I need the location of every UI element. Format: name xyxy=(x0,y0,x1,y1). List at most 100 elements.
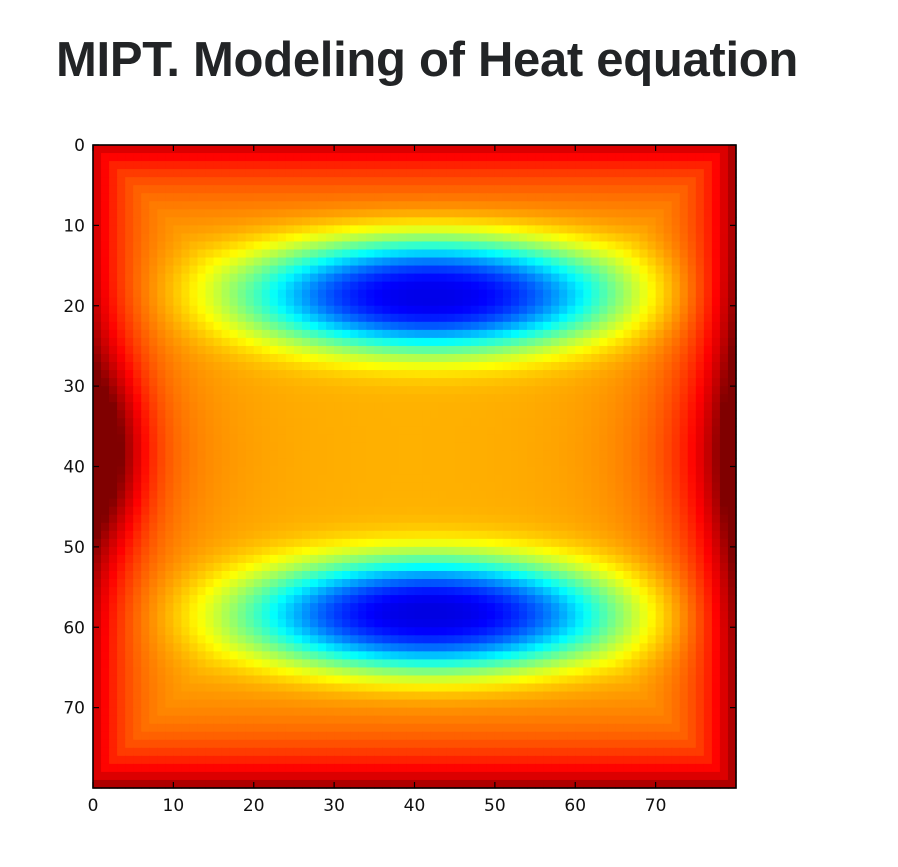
heatmap-cell xyxy=(301,273,311,283)
heatmap-cell xyxy=(189,434,199,443)
heatmap-cell xyxy=(253,418,263,427)
heatmap-cell xyxy=(711,329,721,339)
heatmap-cell xyxy=(470,273,480,283)
heatmap-cell xyxy=(205,570,215,580)
heatmap-cell xyxy=(293,450,303,460)
heatmap-cell xyxy=(615,554,625,564)
heatmap-cell xyxy=(711,538,721,548)
heatmap-cell xyxy=(695,337,705,347)
heatmap-cell xyxy=(117,370,126,379)
heatmap-cell xyxy=(623,458,633,468)
heatmap-cell xyxy=(607,538,617,548)
heatmap-cell xyxy=(318,265,327,275)
heatmap-cell xyxy=(245,362,255,371)
heatmap-cell xyxy=(711,233,721,243)
heatmap-cell xyxy=(494,603,504,612)
heatmap-cell xyxy=(165,273,174,283)
heatmap-cell xyxy=(559,209,568,218)
heatmap-cell xyxy=(125,643,134,652)
heatmap-cell xyxy=(607,418,617,427)
heatmap-cell xyxy=(390,635,400,644)
heatmap-cell xyxy=(446,595,456,604)
heatmap-cell xyxy=(165,402,174,411)
heatmap-cell xyxy=(149,458,158,468)
heatmap-cell xyxy=(213,321,223,331)
heatmap-cell xyxy=(687,482,697,492)
heatmap-cell xyxy=(189,225,199,235)
heatmap-cell xyxy=(567,225,576,235)
heatmap-cell xyxy=(446,562,456,572)
heatmap-cell xyxy=(430,241,440,251)
heatmap-cell xyxy=(181,394,191,403)
heatmap-cell xyxy=(719,546,729,556)
heatmap-cell xyxy=(318,378,327,387)
heatmap-cell xyxy=(727,265,737,275)
heatmap-cell xyxy=(623,370,633,379)
heatmap-cell xyxy=(695,241,705,251)
heatmap-cell xyxy=(125,313,134,323)
heatmap-cell xyxy=(293,579,303,588)
heatmap-cell xyxy=(663,217,673,226)
heatmap-cell xyxy=(237,530,247,540)
heatmap-cell xyxy=(382,241,391,251)
heatmap-cell xyxy=(438,241,448,251)
heatmap-cell xyxy=(269,611,279,620)
heatmap-cell xyxy=(221,201,231,210)
heatmap-cell xyxy=(502,458,512,468)
heatmap-cell xyxy=(406,297,416,307)
heatmap-cell xyxy=(671,193,681,202)
heatmap-cell xyxy=(494,297,504,307)
heatmap-cell xyxy=(422,209,432,218)
heatmap-cell xyxy=(414,225,424,235)
heatmap-cell xyxy=(165,442,174,452)
heatmap-cell xyxy=(703,579,713,588)
heatmap-cell xyxy=(687,273,697,283)
heatmap-cell xyxy=(422,185,432,194)
heatmap-cell xyxy=(462,257,472,267)
heatmap-cell xyxy=(639,619,649,628)
heatmap-cell xyxy=(221,442,231,452)
heatmap-cell xyxy=(293,562,303,572)
heatmap-cell xyxy=(454,217,464,226)
heatmap-cell xyxy=(551,217,560,226)
heatmap-cell xyxy=(671,257,681,267)
heatmap-cell xyxy=(575,635,584,644)
heatmap-cell xyxy=(551,482,560,492)
heatmap-cell xyxy=(366,337,375,347)
heatmap-cell xyxy=(430,611,440,620)
heatmap-cell xyxy=(591,145,600,154)
heatmap-cell xyxy=(671,378,681,387)
heatmap-cell xyxy=(430,410,440,419)
heatmap-cell xyxy=(422,305,432,315)
heatmap-cell xyxy=(109,587,118,596)
heatmap-cell xyxy=(366,281,375,291)
heatmap-cell xyxy=(414,442,424,452)
heatmap-cell xyxy=(398,265,408,275)
heatmap-cell xyxy=(470,378,480,387)
heatmap-cell xyxy=(663,321,673,331)
heatmap-cell xyxy=(93,201,102,210)
heatmap-cell xyxy=(229,466,239,476)
heatmap-cell xyxy=(133,482,142,492)
heatmap-cell xyxy=(486,297,496,307)
heatmap-cell xyxy=(366,546,375,556)
heatmap-cell xyxy=(334,442,343,452)
heatmap-cell xyxy=(133,193,142,202)
heatmap-cell xyxy=(687,490,697,500)
heatmap-cell xyxy=(318,313,327,323)
heatmap-cell xyxy=(253,329,263,339)
heatmap-cell xyxy=(117,627,126,636)
heatmap-cell xyxy=(430,321,440,331)
heatmap-cell xyxy=(671,337,681,347)
heatmap-cell xyxy=(229,337,239,347)
heatmap-cell xyxy=(703,145,713,154)
heatmap-cell xyxy=(615,337,625,347)
heatmap-cell xyxy=(141,281,150,291)
heatmap-cell xyxy=(462,305,472,315)
heatmap-cell xyxy=(615,386,625,395)
heatmap-cell xyxy=(189,281,199,291)
heatmap-cell xyxy=(213,193,223,202)
heatmap-cell xyxy=(269,474,279,484)
heatmap-cell xyxy=(173,635,183,644)
heatmap-cell xyxy=(591,426,600,435)
